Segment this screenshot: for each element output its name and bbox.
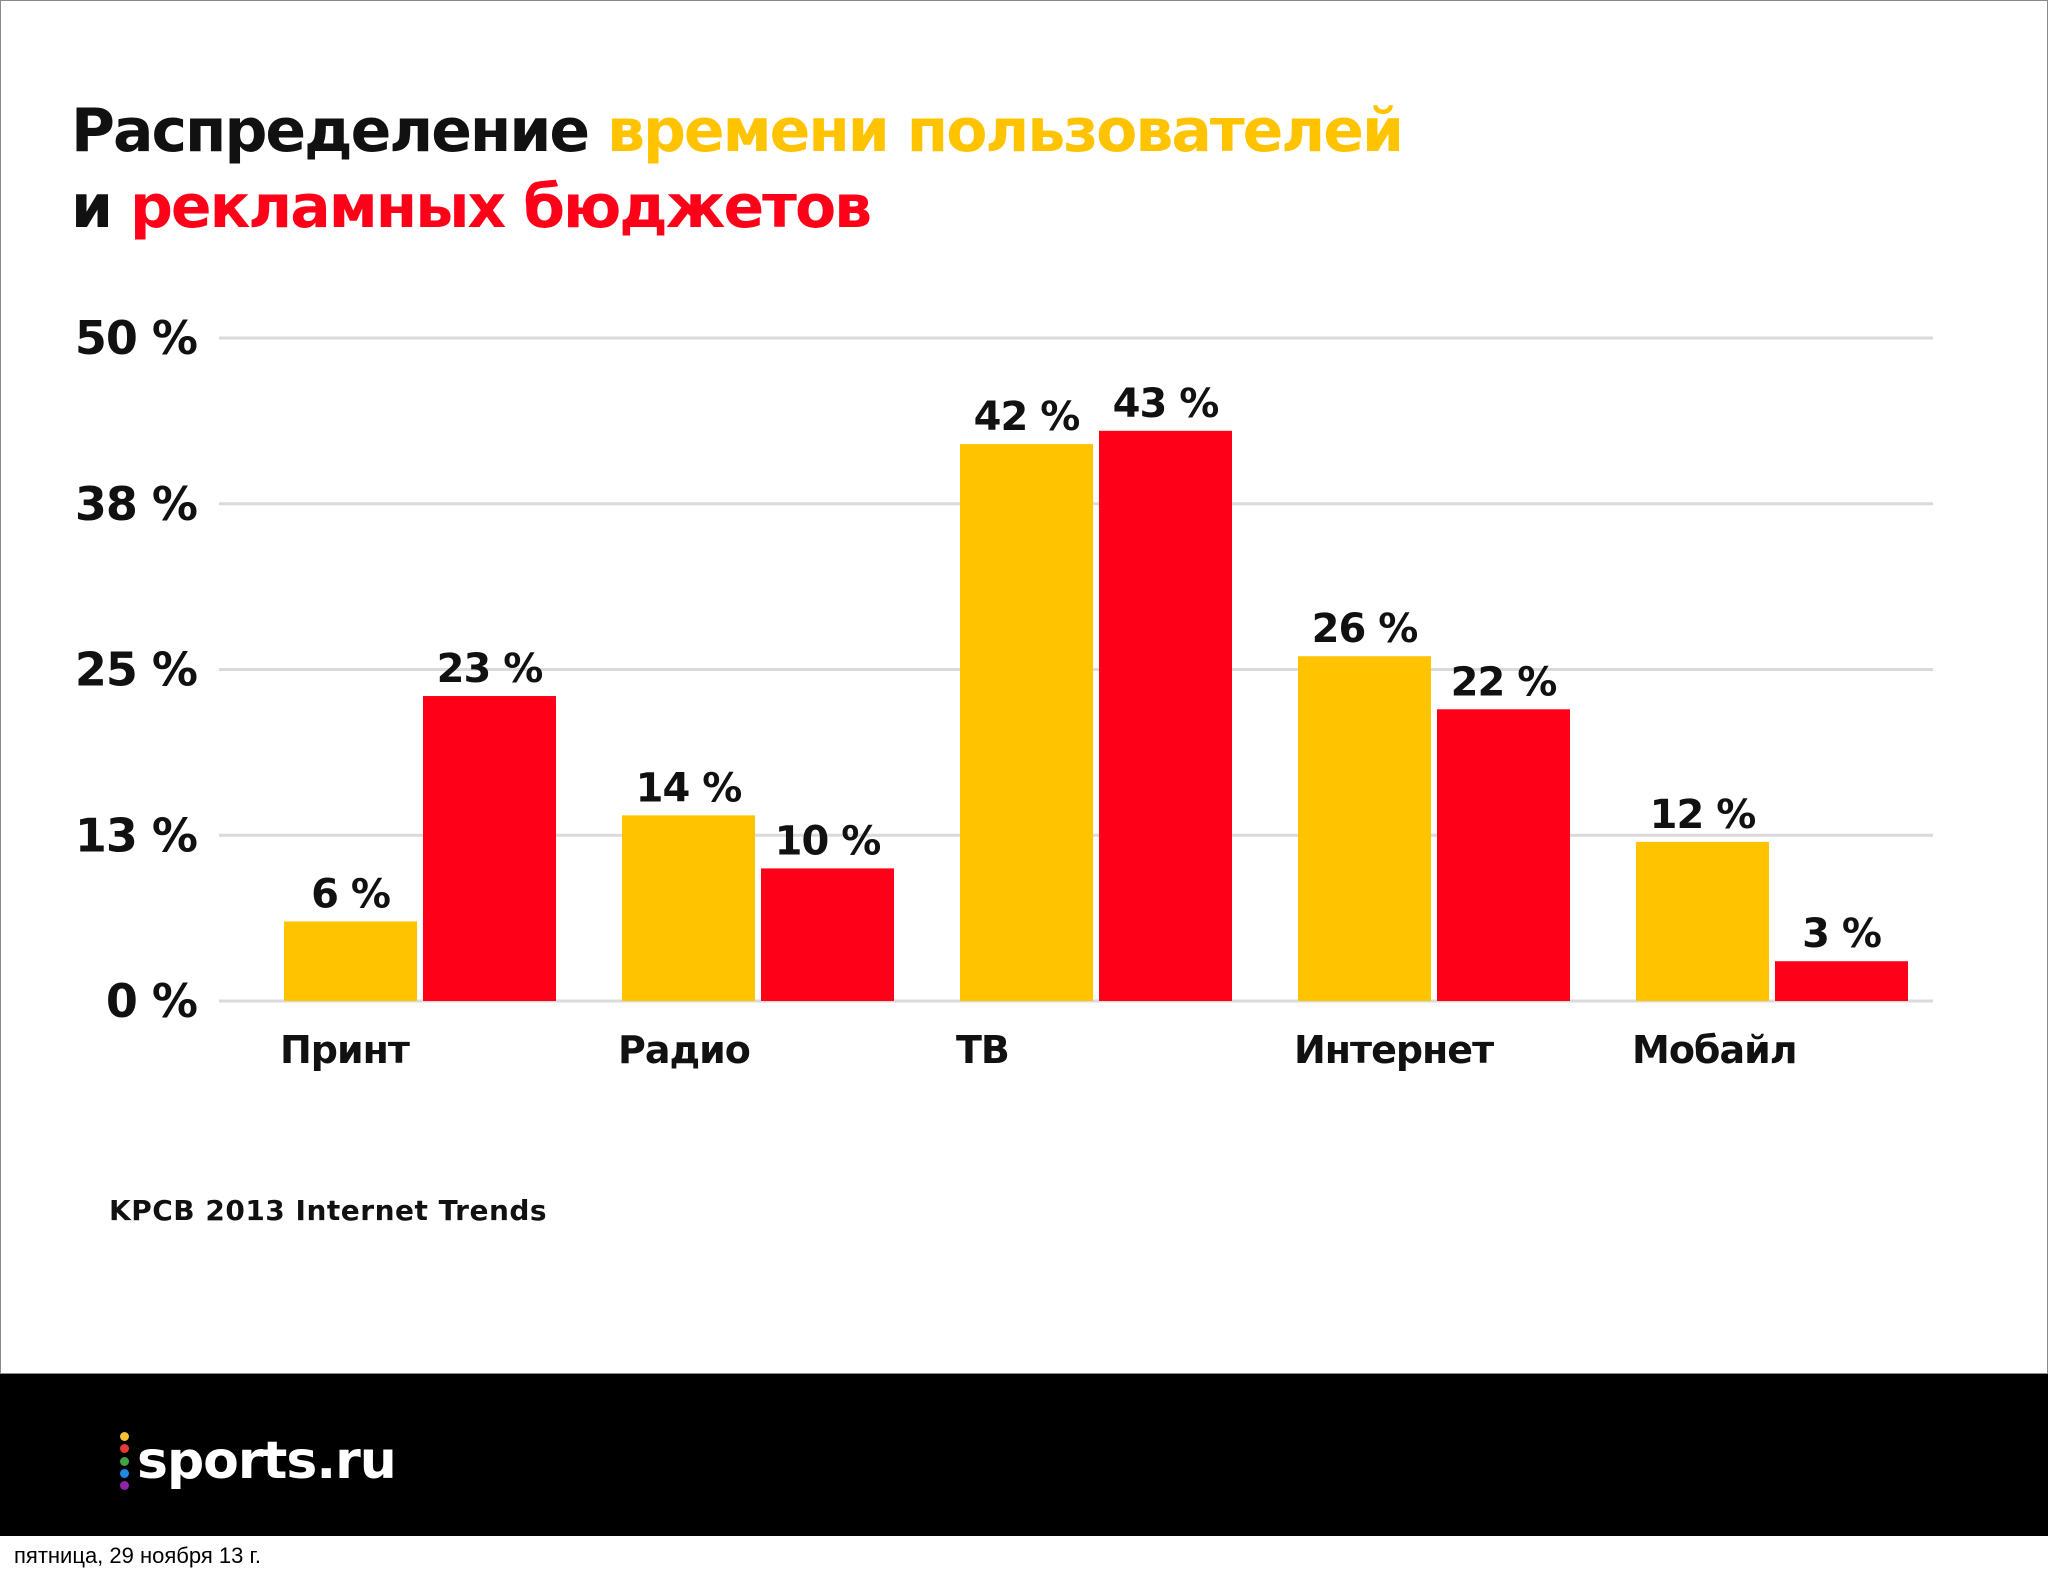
bar bbox=[1437, 709, 1570, 1001]
x-tick-label: Интернет bbox=[1294, 1028, 1494, 1072]
bar bbox=[284, 921, 417, 1001]
y-tick-label: 25 % bbox=[75, 643, 197, 697]
bar bbox=[1298, 656, 1431, 1001]
x-tick-label: ТВ bbox=[956, 1028, 1009, 1072]
bar bbox=[960, 444, 1093, 1001]
logo-dot bbox=[120, 1444, 129, 1454]
logo-text: sports.ru bbox=[137, 1431, 397, 1491]
y-tick-label: 50 % bbox=[75, 311, 197, 365]
y-tick-label: 38 % bbox=[75, 477, 197, 531]
bar bbox=[1775, 961, 1908, 1001]
data-label: 6 % bbox=[311, 871, 390, 917]
y-tick-label: 0 % bbox=[106, 974, 197, 1028]
bar bbox=[622, 815, 755, 1001]
title-part-red: рекламных бюджетов bbox=[129, 172, 872, 242]
x-tick-label: Мобайл bbox=[1632, 1028, 1797, 1072]
data-label: 14 % bbox=[636, 765, 742, 811]
footer-band: sports.ru bbox=[0, 1374, 2048, 1536]
bar bbox=[423, 696, 556, 1001]
sports-ru-logo[interactable]: sports.ru bbox=[120, 1426, 397, 1496]
chart-title: Распределение времени пользователей и ре… bbox=[71, 93, 1404, 245]
y-tick-label: 13 % bbox=[75, 808, 197, 862]
data-label: 23 % bbox=[437, 646, 543, 692]
data-label: 10 % bbox=[775, 818, 881, 864]
date-line: пятница, 29 ноября 13 г. bbox=[14, 1543, 261, 1568]
bar bbox=[1636, 841, 1769, 1001]
x-tick-label: Радио bbox=[618, 1028, 750, 1072]
bar bbox=[761, 868, 894, 1001]
title-part-dark-2: и bbox=[71, 172, 130, 242]
data-label: 22 % bbox=[1451, 659, 1557, 705]
x-tick-label: Принт bbox=[280, 1028, 410, 1072]
source-note: KPCB 2013 Internet Trends bbox=[109, 1194, 548, 1227]
bar-chart: 0 % 13 % 25 % 38 % 50 % 6 % 23 % Принт 14 % 10 % Р… bbox=[75, 311, 1933, 1072]
logo-dot bbox=[120, 1456, 129, 1466]
data-label: 3 % bbox=[1802, 911, 1881, 957]
logo-dot bbox=[120, 1468, 129, 1478]
title-part-yellow: времени пользователей bbox=[607, 96, 1404, 166]
data-label: 42 % bbox=[974, 394, 1080, 440]
logo-dot bbox=[120, 1432, 129, 1441]
data-label: 12 % bbox=[1650, 792, 1756, 838]
title-part-dark-1: Распределение bbox=[71, 96, 607, 166]
data-label: 26 % bbox=[1312, 606, 1418, 652]
data-label: 43 % bbox=[1113, 381, 1219, 427]
logo-dot bbox=[120, 1481, 129, 1490]
slide: Распределение времени пользователей и ре… bbox=[0, 0, 2048, 1374]
title-line-1: Распределение времени пользователей bbox=[71, 93, 1404, 169]
bar bbox=[1099, 430, 1232, 1001]
logo-dots-icon bbox=[120, 1432, 129, 1490]
title-line-2: и рекламных бюджетов bbox=[71, 169, 1402, 245]
